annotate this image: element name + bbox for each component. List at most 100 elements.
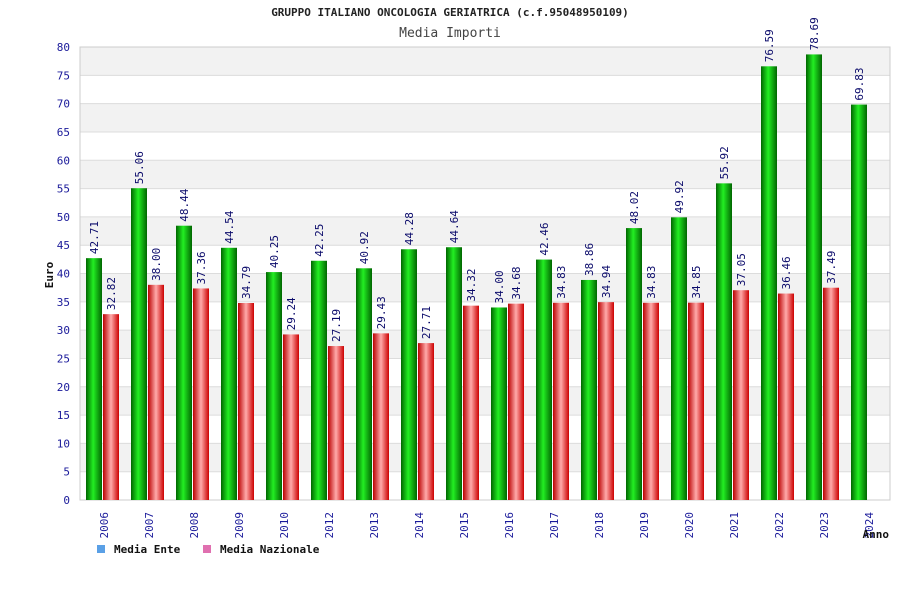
value-label-nazionale-2017: 34.83 <box>555 266 568 299</box>
x-tick-label-2010: 2010 <box>278 512 291 539</box>
y-tick-label: 20 <box>57 381 70 394</box>
bar-nazionale-2013 <box>373 333 389 500</box>
x-tick-label-2023: 2023 <box>818 512 831 539</box>
bar-ente-2010 <box>266 272 282 500</box>
y-tick-label: 50 <box>57 211 70 224</box>
grid-band <box>80 131 890 161</box>
value-label-nazionale-2016: 34.68 <box>510 266 523 299</box>
value-label-nazionale-2022: 36.46 <box>780 256 793 289</box>
legend: Media Ente Media Nazionale <box>97 543 320 556</box>
x-tick-label-2014: 2014 <box>413 512 426 539</box>
x-tick-label-2019: 2019 <box>638 512 651 539</box>
bar-nazionale-2007 <box>148 284 164 500</box>
y-tick-label: 60 <box>57 154 70 167</box>
y-tick-label: 15 <box>57 409 70 422</box>
y-tick-label: 5 <box>63 466 70 479</box>
grid-band <box>80 415 890 444</box>
bar-ente-2009 <box>221 247 237 500</box>
value-label-ente-2014: 44.28 <box>403 212 416 245</box>
value-label-ente-2019: 48.02 <box>628 191 641 224</box>
x-tick-label-2020: 2020 <box>683 512 696 539</box>
value-label-nazionale-2019: 34.83 <box>645 266 658 299</box>
plot-frame <box>79 46 891 501</box>
x-tick-label-2009: 2009 <box>233 512 246 539</box>
chart-title: GRUPPO ITALIANO ONCOLOGIA GERIATRICA (c.… <box>271 6 629 19</box>
legend-label-ente: Media Ente <box>114 543 181 556</box>
bar-nazionale-2006 <box>103 314 119 500</box>
y-tick-label: 75 <box>57 69 70 82</box>
bar-ente-2007 <box>131 188 147 500</box>
grid-band <box>80 216 890 246</box>
x-tick-label-2015: 2015 <box>458 512 471 539</box>
x-tick-label-2024: 2024 <box>863 512 876 539</box>
bar-nazionale-2018 <box>598 302 614 500</box>
bar-nazionale-2020 <box>688 302 704 500</box>
grid-band <box>80 330 890 359</box>
bar-ente-2016 <box>491 307 507 500</box>
bar-nazionale-2012 <box>328 346 344 500</box>
value-label-ente-2012: 42.25 <box>313 224 326 257</box>
bar-nazionale-2021 <box>733 290 749 500</box>
bar-nazionale-2023 <box>823 287 839 500</box>
value-label-ente-2016: 34.00 <box>493 270 506 303</box>
x-tick-label-2012: 2012 <box>323 512 336 539</box>
bar-nazionale-2009 <box>238 303 254 500</box>
bar-ente-2021 <box>716 183 732 500</box>
grid-band <box>80 75 890 104</box>
grid-band <box>80 471 890 500</box>
grid-band <box>80 301 890 331</box>
x-tick-label-2007: 2007 <box>143 512 156 539</box>
value-label-nazionale-2007: 38.00 <box>150 248 163 281</box>
value-label-ente-2007: 55.06 <box>133 151 146 184</box>
bar-nazionale-2019 <box>643 302 659 500</box>
x-tick-label-2016: 2016 <box>503 512 516 539</box>
value-label-ente-2013: 40.92 <box>358 231 371 264</box>
x-tick-label-2022: 2022 <box>773 512 786 539</box>
x-tick-label-2013: 2013 <box>368 512 381 539</box>
bar-ente-2014 <box>401 249 417 500</box>
grid-band <box>80 273 890 302</box>
bar-ente-2020 <box>671 217 687 500</box>
x-tick-label-2017: 2017 <box>548 512 561 539</box>
x-tick-label-2018: 2018 <box>593 512 606 539</box>
value-label-ente-2010: 40.25 <box>268 235 281 268</box>
bar-ente-2012 <box>311 260 327 500</box>
y-tick-label: 55 <box>57 183 70 196</box>
value-label-nazionale-2020: 34.85 <box>690 266 703 299</box>
y-tick-label: 65 <box>57 126 70 139</box>
bar-ente-2013 <box>356 268 372 500</box>
y-tick-label: 70 <box>57 98 70 111</box>
bar-ente-2023 <box>806 54 822 500</box>
bar-nazionale-2010 <box>283 334 299 500</box>
y-tick-label: 0 <box>63 494 70 507</box>
value-label-ente-2008: 48.44 <box>178 188 191 221</box>
y-tick-label: 25 <box>57 352 70 365</box>
value-label-nazionale-2012: 27.19 <box>330 309 343 342</box>
x-tick-label-2021: 2021 <box>728 512 741 539</box>
value-label-ente-2024: 69.83 <box>853 67 866 100</box>
grid-band <box>80 160 890 189</box>
value-label-nazionale-2010: 29.24 <box>285 297 298 330</box>
bar-nazionale-2016 <box>508 303 524 500</box>
bar-nazionale-2017 <box>553 302 569 500</box>
y-tick-label: 30 <box>57 324 70 337</box>
bar-ente-2022 <box>761 66 777 500</box>
grid-band <box>80 188 890 217</box>
value-label-nazionale-2008: 37.36 <box>195 251 208 284</box>
bar-ente-2008 <box>176 225 192 500</box>
value-label-nazionale-2014: 27.71 <box>420 306 433 339</box>
value-label-nazionale-2015: 34.32 <box>465 269 478 302</box>
value-label-ente-2015: 44.64 <box>448 210 461 243</box>
y-tick-label: 35 <box>57 296 70 309</box>
x-axis-label: Anno <box>863 528 890 541</box>
legend-swatch-nazionale <box>203 545 211 553</box>
chart-subtitle: Media Importi <box>399 26 501 41</box>
value-label-ente-2022: 76.59 <box>763 29 776 62</box>
bar-ente-2019 <box>626 228 642 501</box>
legend-swatch-ente <box>97 545 105 553</box>
bar-nazionale-2022 <box>778 293 794 500</box>
grid-band <box>80 47 890 76</box>
bar-ente-2024 <box>851 104 867 501</box>
bar-nazionale-2014 <box>418 343 434 500</box>
